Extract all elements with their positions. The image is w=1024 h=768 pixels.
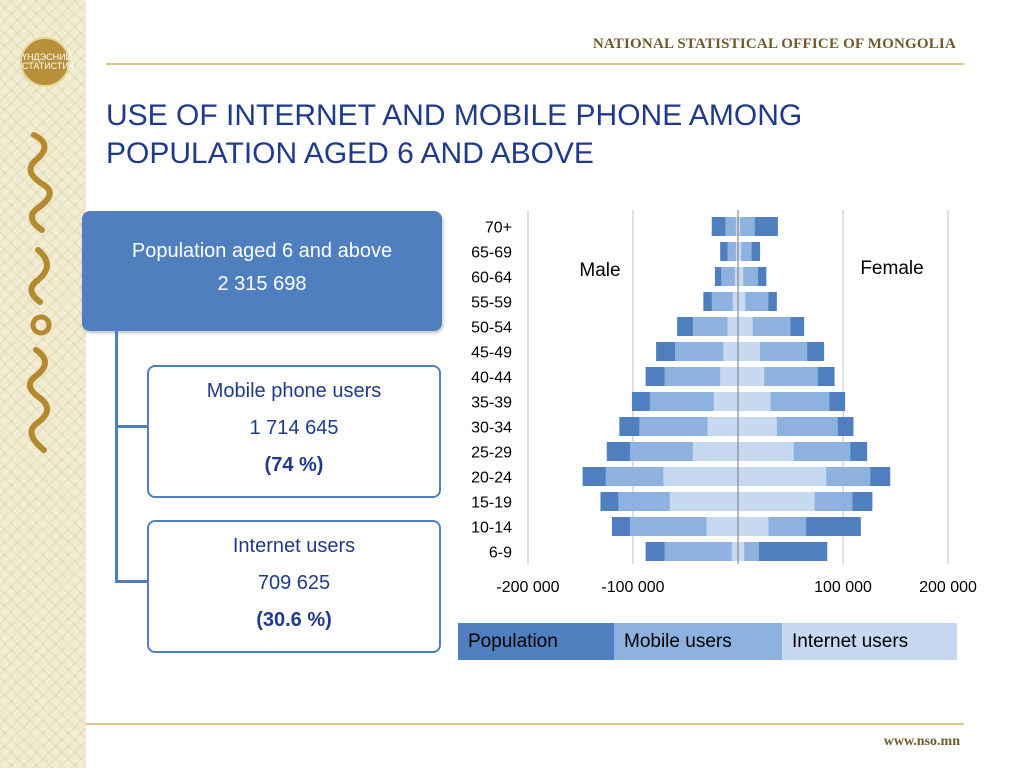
bar-male-mobile bbox=[721, 267, 738, 286]
mobile-summary-box: Mobile phone users 1 714 645 (74 %) bbox=[147, 365, 441, 498]
population-value: 2 315 698 bbox=[217, 273, 307, 295]
bar-female-mobile bbox=[738, 242, 752, 261]
bar-male-mobile bbox=[675, 342, 738, 361]
internet-value: 709 625 bbox=[257, 572, 331, 594]
y-tick-label: 25-29 bbox=[471, 445, 512, 462]
emblem-text: ҮНДЭСНИЙ СТАТИСТИК bbox=[22, 52, 75, 71]
x-tick-label: 200 000 bbox=[919, 579, 977, 596]
header-divider bbox=[106, 63, 964, 65]
bar-male-internet bbox=[731, 542, 738, 561]
mongolian-script-decoration bbox=[27, 132, 53, 453]
y-tick-label: 35-39 bbox=[471, 395, 512, 412]
bar-male-mobile bbox=[692, 317, 738, 336]
nso-emblem-icon: ҮНДЭСНИЙ СТАТИСТИК bbox=[20, 37, 75, 87]
tree-connector-branch bbox=[115, 425, 148, 428]
bar-male-mobile bbox=[711, 292, 738, 311]
bar-male-internet bbox=[692, 442, 738, 461]
y-tick-label: 45-49 bbox=[471, 345, 512, 362]
bar-male-internet bbox=[663, 467, 738, 486]
bar-female-internet bbox=[738, 267, 744, 286]
bar-female-internet bbox=[738, 342, 761, 361]
footer-url: www.nso.mn bbox=[883, 734, 960, 749]
mobile-percent: (74 %) bbox=[264, 454, 324, 476]
female-annotation: Female bbox=[860, 258, 923, 279]
population-label: Population aged 6 and above bbox=[131, 240, 393, 262]
bar-female-internet bbox=[738, 317, 753, 336]
y-tick-label: 40-44 bbox=[471, 370, 512, 387]
bar-male-internet bbox=[713, 392, 738, 411]
bar-male-internet bbox=[723, 342, 738, 361]
bar-male-internet bbox=[727, 317, 738, 336]
bar-male-internet bbox=[732, 292, 738, 311]
bar-female-population bbox=[738, 542, 828, 561]
bar-male-internet bbox=[720, 367, 738, 386]
decorative-side-band: ҮНДЭСНИЙ СТАТИСТИК bbox=[0, 0, 86, 768]
bar-female-internet bbox=[738, 467, 827, 486]
y-tick-label: 10-14 bbox=[471, 520, 512, 537]
bar-male-mobile bbox=[664, 367, 738, 386]
bar-female-internet bbox=[738, 517, 769, 536]
organization-name: NATIONAL STATISTICAL OFFICE OF MONGOLIA bbox=[592, 36, 956, 52]
bar-female-internet bbox=[738, 217, 741, 236]
legend-item-mobile: Mobile users bbox=[614, 623, 782, 660]
bar-female-mobile bbox=[738, 217, 755, 236]
y-tick-label: 15-19 bbox=[471, 495, 512, 512]
internet-label: Internet users bbox=[232, 535, 356, 557]
tree-connector bbox=[115, 331, 118, 583]
bar-male-mobile bbox=[727, 242, 738, 261]
bar-male-internet bbox=[669, 492, 738, 511]
chart-legend: Population Mobile users Internet users bbox=[458, 623, 957, 660]
male-annotation: Male bbox=[579, 260, 620, 281]
y-tick-label: 50-54 bbox=[471, 320, 512, 337]
y-tick-label: 60-64 bbox=[471, 270, 512, 287]
bar-female-internet bbox=[738, 417, 777, 436]
mobile-value: 1 714 645 bbox=[249, 417, 339, 439]
legend-item-population: Population bbox=[458, 623, 614, 660]
bar-male-internet bbox=[734, 267, 738, 286]
internet-percent: (30.6 %) bbox=[256, 609, 332, 631]
y-tick-label: 6-9 bbox=[489, 545, 512, 562]
x-tick-label: -200 000 bbox=[496, 579, 559, 596]
bar-male-mobile bbox=[664, 542, 738, 561]
bar-female-internet bbox=[738, 542, 745, 561]
tree-connector-branch bbox=[115, 580, 148, 583]
y-tick-label: 70+ bbox=[485, 220, 512, 237]
bar-male-internet bbox=[735, 242, 738, 261]
footer-divider bbox=[86, 723, 964, 725]
y-tick-label: 30-34 bbox=[471, 420, 512, 437]
internet-summary-box: Internet users 709 625 (30.6 %) bbox=[147, 520, 441, 653]
population-summary-box: Population aged 6 and above 2 315 698 bbox=[82, 211, 442, 331]
legend-item-internet: Internet users bbox=[782, 623, 957, 660]
y-tick-label: 65-69 bbox=[471, 245, 512, 262]
x-tick-label: -100 000 bbox=[601, 579, 664, 596]
bar-male-internet bbox=[707, 417, 738, 436]
bar-male-mobile bbox=[725, 217, 738, 236]
bar-female-internet bbox=[738, 242, 742, 261]
bar-female-internet bbox=[738, 292, 746, 311]
page-title: USE OF INTERNET AND MOBILE PHONE AMONG P… bbox=[106, 99, 803, 170]
bar-female-mobile bbox=[738, 292, 769, 311]
y-tick-label: 55-59 bbox=[471, 295, 512, 312]
bar-female-internet bbox=[738, 392, 771, 411]
bar-male-internet bbox=[735, 217, 738, 236]
x-tick-label: 100 000 bbox=[814, 579, 872, 596]
bar-female-internet bbox=[738, 442, 794, 461]
mobile-label: Mobile phone users bbox=[206, 380, 382, 402]
population-pyramid-chart: 70+ 65-69 60-64 55-59 50-54 45-49 40-44 35-39 30… bbox=[471, 210, 977, 596]
bar-female-internet bbox=[738, 367, 765, 386]
bar-male-internet bbox=[706, 517, 738, 536]
y-tick-label: 20-24 bbox=[471, 470, 512, 487]
bar-female-internet bbox=[738, 492, 815, 511]
